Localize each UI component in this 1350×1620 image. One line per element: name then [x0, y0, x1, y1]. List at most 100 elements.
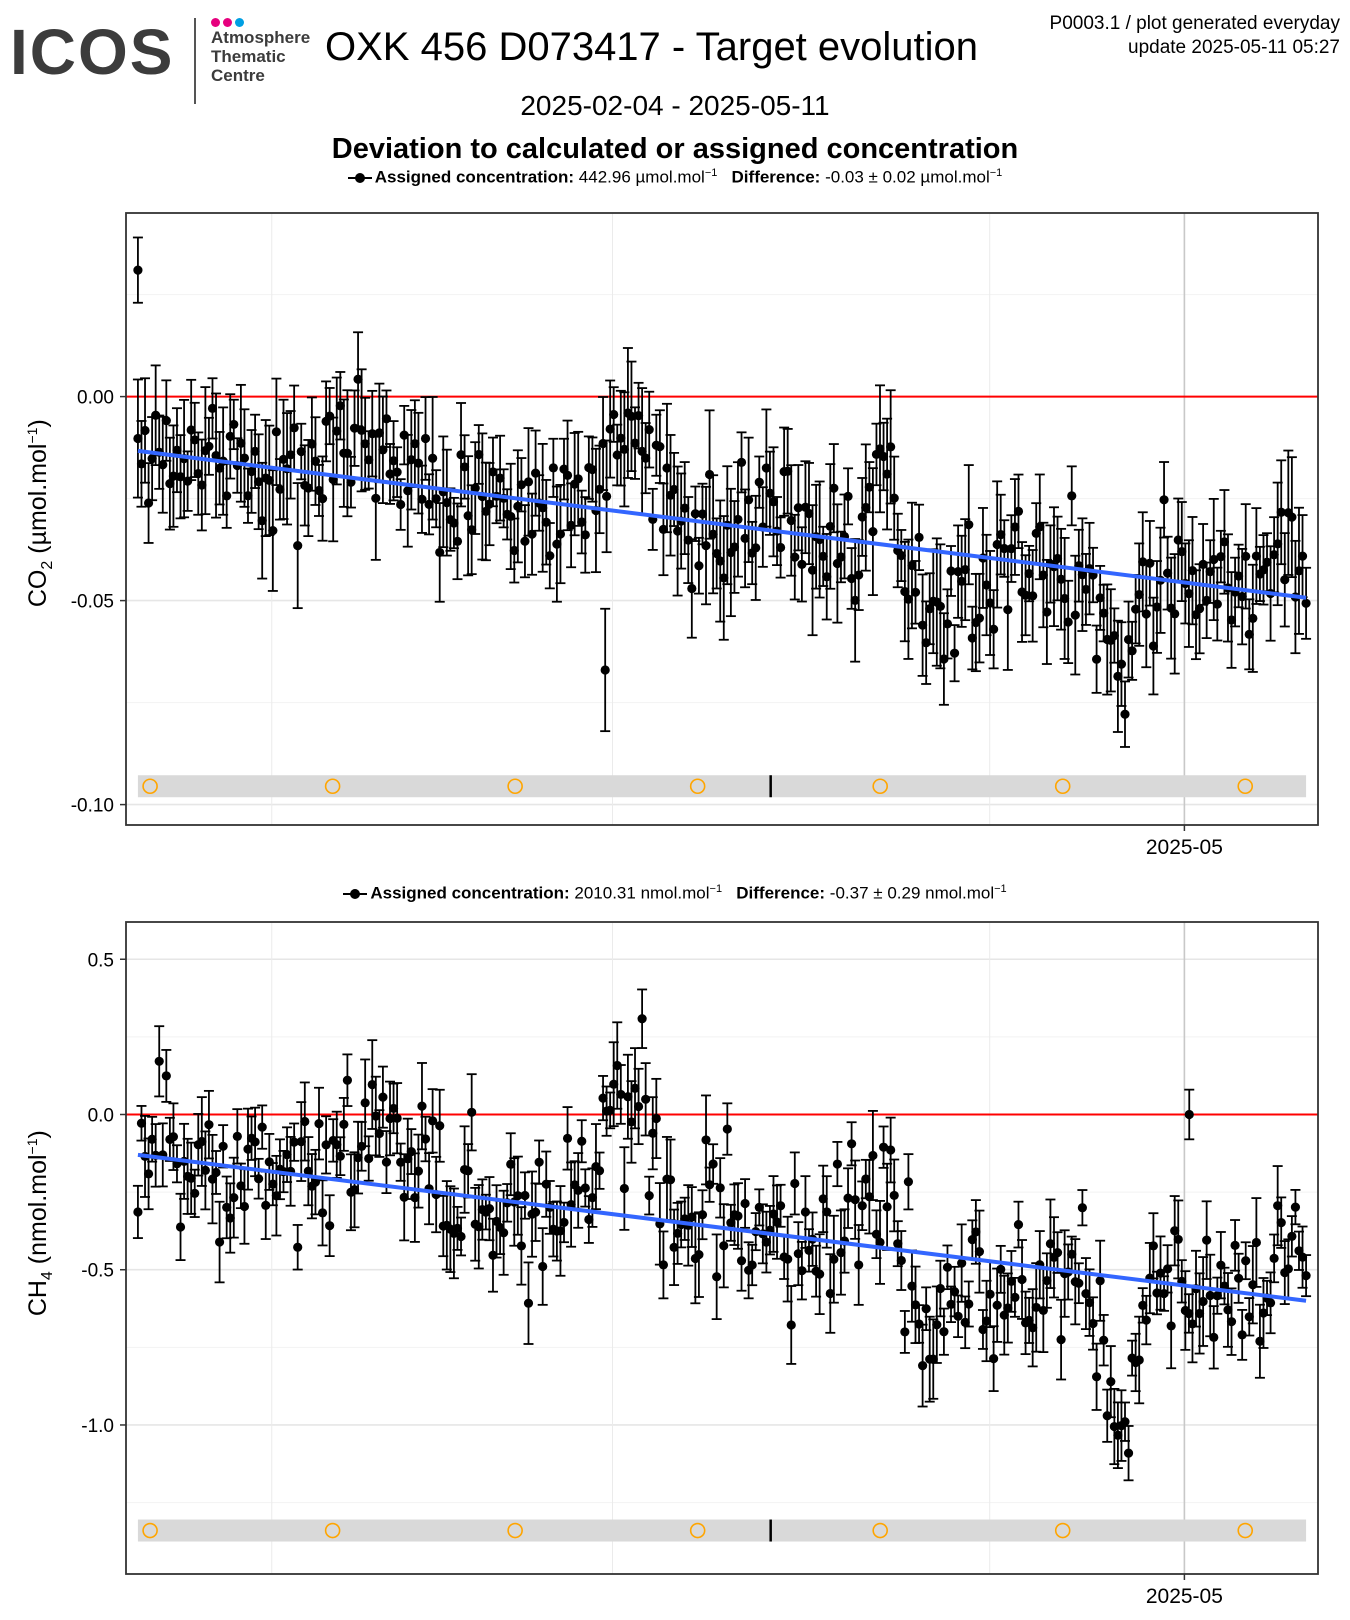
calibration-marker [324, 1522, 341, 1539]
data-point [580, 1183, 590, 1193]
data-point [520, 1190, 530, 1201]
data-point [293, 1242, 303, 1252]
data-point [516, 1241, 526, 1251]
data-point [566, 520, 576, 530]
data-point [1120, 1417, 1130, 1427]
logo-divider [194, 18, 196, 104]
data-point [467, 525, 477, 535]
data-point [960, 1317, 970, 1327]
data-point [1265, 1298, 1276, 1308]
data-point [271, 1191, 281, 1201]
data-point [1028, 591, 1038, 601]
data-point [1159, 495, 1169, 505]
data-point [1038, 570, 1048, 580]
data-point [886, 1145, 896, 1155]
data-point [800, 1207, 811, 1217]
data-point [850, 595, 860, 605]
data-point [722, 1124, 732, 1134]
data-point [651, 1113, 661, 1124]
data-point [204, 441, 214, 451]
data-point [236, 438, 246, 448]
data-point [626, 1117, 637, 1127]
data-point [403, 486, 413, 496]
data-point [463, 511, 473, 521]
data-point [243, 1144, 253, 1154]
data-point [673, 1228, 683, 1238]
data-point [843, 491, 853, 501]
data-point [388, 456, 399, 466]
legend-point-icon [347, 173, 372, 184]
data-point [342, 448, 353, 458]
data-point [886, 442, 896, 452]
data-point [577, 1136, 587, 1146]
data-point [1166, 1321, 1176, 1331]
logo-dot-1 [211, 18, 220, 27]
chart-subtitle: Deviation to calculated or assigned conc… [331, 133, 1019, 165]
data-point [786, 1320, 796, 1330]
data-point [633, 1101, 644, 1112]
data-point [278, 454, 289, 464]
data-point [626, 411, 637, 421]
data-point [804, 1245, 814, 1256]
data-point [428, 453, 438, 463]
data-point [999, 1310, 1009, 1320]
data-point [353, 374, 363, 384]
data-point [786, 515, 796, 526]
data-point [953, 567, 963, 577]
data-point [1283, 1264, 1293, 1274]
data-point [1198, 1296, 1208, 1307]
calibration-marker [1054, 778, 1071, 795]
data-point [168, 1132, 179, 1142]
data-point [555, 1226, 566, 1236]
data-point [907, 560, 917, 571]
x-tick-label: 2025-05 [1146, 836, 1223, 859]
data-point [133, 433, 143, 444]
data-point [417, 1101, 427, 1111]
data-point [513, 501, 523, 511]
data-point [775, 1201, 786, 1211]
data-point [797, 559, 807, 569]
data-point [981, 580, 992, 590]
data-point [214, 1237, 225, 1247]
data-point [797, 1266, 807, 1276]
data-point [562, 1133, 573, 1143]
data-point [580, 530, 590, 540]
data-point [506, 1159, 516, 1169]
data-point [452, 1223, 463, 1233]
data-point [250, 1137, 260, 1147]
data-point [868, 1150, 878, 1161]
legend-difference-value: -0.03 ± 0.02 µmol.mol [825, 167, 990, 187]
data-point [985, 1289, 995, 1299]
data-point [644, 1190, 654, 1201]
data-point [161, 1071, 171, 1081]
calibration-marker [689, 1522, 706, 1539]
data-point [538, 1261, 548, 1272]
data-point [921, 1304, 931, 1314]
data-point [953, 1311, 963, 1321]
calibration-marker [142, 778, 158, 795]
data-point [1184, 1109, 1194, 1120]
data-point [147, 454, 157, 464]
data-point [633, 411, 644, 421]
data-point [939, 1327, 949, 1337]
data-point [229, 419, 239, 430]
data-point [761, 1237, 771, 1247]
data-point [942, 1262, 953, 1272]
data-point [1010, 522, 1020, 532]
data-point [584, 1214, 594, 1225]
data-point [594, 1166, 605, 1176]
data-point [1081, 1288, 1091, 1299]
data-point [1017, 1274, 1027, 1285]
data-point [600, 665, 610, 675]
data-point [332, 1140, 342, 1150]
data-point [701, 540, 711, 551]
plot-metadata: P0003.1 / plot generated everyday update… [1050, 12, 1340, 60]
legend-co2: Assigned concentration: 442.96 µmol.mol−… [0, 162, 1350, 189]
data-point [1219, 537, 1230, 547]
data-point [367, 1079, 377, 1090]
data-point [708, 1159, 718, 1169]
data-point [804, 508, 814, 519]
calibration-marker [689, 778, 706, 795]
logo-subtitle-line: Thematic [211, 47, 286, 66]
data-point [637, 1014, 647, 1024]
